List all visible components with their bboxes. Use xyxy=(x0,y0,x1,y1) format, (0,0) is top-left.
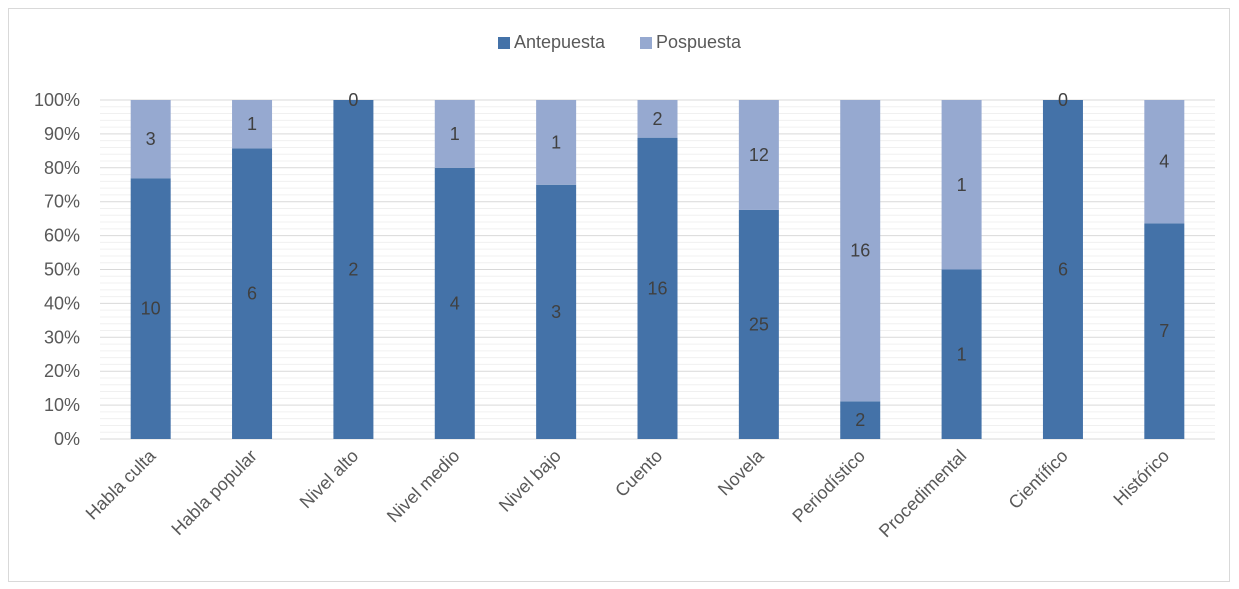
x-category-label: Novela xyxy=(714,445,768,499)
y-tick-label: 0% xyxy=(54,429,80,449)
y-tick-label: 90% xyxy=(44,124,80,144)
bar-pospuesta xyxy=(1144,100,1185,224)
y-tick-label: 100% xyxy=(34,90,80,110)
bar-antepuesta xyxy=(738,209,779,439)
bar-pospuesta xyxy=(536,100,577,185)
bar-antepuesta xyxy=(1144,223,1185,439)
data-label-antepuesta: 4 xyxy=(450,293,460,313)
data-label-antepuesta: 10 xyxy=(141,299,161,319)
y-tick-label: 40% xyxy=(44,293,80,313)
data-label-pospuesta: 1 xyxy=(551,132,561,152)
y-tick-label: 50% xyxy=(44,260,80,280)
data-label-pospuesta: 16 xyxy=(850,241,870,261)
bar-pospuesta xyxy=(637,100,678,138)
data-label-pospuesta: 2 xyxy=(652,109,662,129)
legend-item: Antepuesta xyxy=(498,32,606,52)
x-category-label: Procedimental xyxy=(875,446,971,542)
x-category-label: Cuento xyxy=(611,446,666,501)
y-tick-label: 80% xyxy=(44,158,80,178)
data-label-antepuesta: 6 xyxy=(247,284,257,304)
x-category-label: Habla popular xyxy=(167,446,260,539)
bar-pospuesta xyxy=(434,100,475,168)
bar-antepuesta xyxy=(333,100,374,439)
x-category-label: Periodístico xyxy=(788,446,869,527)
bar-antepuesta xyxy=(536,184,577,439)
data-label-antepuesta: 2 xyxy=(348,260,358,280)
legend-swatch xyxy=(498,37,510,49)
data-label-antepuesta: 1 xyxy=(957,344,967,364)
data-label-pospuesta: 1 xyxy=(450,124,460,144)
bar-antepuesta xyxy=(840,401,881,439)
bar-antepuesta xyxy=(1042,100,1083,439)
legend-swatch xyxy=(640,37,652,49)
data-label-antepuesta: 6 xyxy=(1058,260,1068,280)
y-axis-ticks: 0% 10% 20% 30% 40% 50% 60% 70% 80% 90% 100% xyxy=(34,90,80,449)
x-category-label: Nivel bajo xyxy=(495,446,565,516)
x-category-label: Científico xyxy=(1005,446,1072,513)
data-label-pospuesta: 1 xyxy=(247,114,257,134)
bar-pospuesta xyxy=(232,100,273,149)
y-tick-label: 60% xyxy=(44,226,80,246)
bar-pospuesta xyxy=(840,100,881,402)
bar-pospuesta xyxy=(941,100,982,270)
x-axis-categories: Habla culta Habla popular Nivel alto Nivel … xyxy=(82,445,1173,541)
legend-label: Pospuesta xyxy=(656,32,742,52)
chart-area xyxy=(8,8,1230,582)
data-label-antepuesta: 25 xyxy=(749,314,769,334)
bar-antepuesta xyxy=(941,269,982,439)
bar-antepuesta xyxy=(232,148,273,439)
data-label-pospuesta: 0 xyxy=(1058,90,1068,110)
bar-pospuesta xyxy=(130,100,171,179)
data-label-pospuesta: 3 xyxy=(146,129,156,149)
y-tick-label: 10% xyxy=(44,395,80,415)
x-category-label: Histórico xyxy=(1109,446,1173,510)
legend: Antepuesta Pospuesta xyxy=(498,32,742,52)
bars xyxy=(130,100,1185,440)
legend-item: Pospuesta xyxy=(640,32,742,52)
data-label-pospuesta: 1 xyxy=(957,175,967,195)
x-category-label: Nivel alto xyxy=(296,446,362,512)
y-tick-label: 70% xyxy=(44,192,80,212)
data-label-antepuesta: 16 xyxy=(647,278,667,298)
legend-label: Antepuesta xyxy=(514,32,606,52)
data-label-pospuesta: 12 xyxy=(749,145,769,165)
bar-antepuesta xyxy=(434,167,475,440)
x-category-label: Nivel medio xyxy=(383,446,464,527)
x-category-label: Habla culta xyxy=(82,445,161,524)
y-tick-label: 20% xyxy=(44,361,80,381)
data-label-pospuesta: 0 xyxy=(348,90,358,110)
bar-antepuesta xyxy=(637,137,678,439)
data-label-antepuesta: 2 xyxy=(855,410,865,430)
data-label-antepuesta: 7 xyxy=(1159,321,1169,341)
bar-antepuesta xyxy=(130,178,171,439)
bar-pospuesta xyxy=(738,100,779,210)
data-label-antepuesta: 3 xyxy=(551,302,561,322)
data-label-pospuesta: 4 xyxy=(1159,152,1169,172)
y-tick-label: 30% xyxy=(44,327,80,347)
